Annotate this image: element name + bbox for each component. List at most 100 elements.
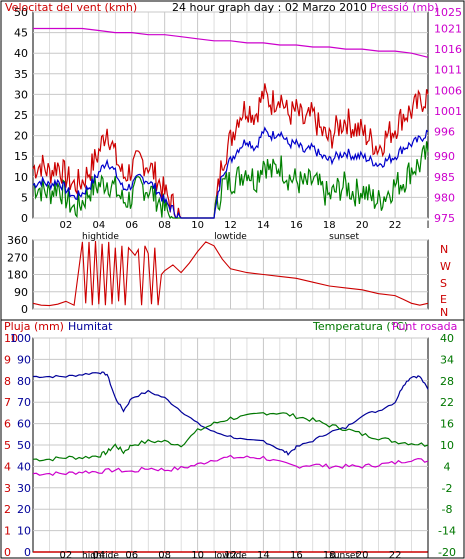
compass-label-w: W: [440, 260, 451, 273]
humidity-tick-label: 90: [17, 353, 31, 366]
humidity-panel-hour-label: 22: [389, 550, 402, 559]
temperature-tick-label: -2: [442, 482, 453, 495]
compass-label-s: S: [440, 277, 447, 290]
pressure-tick-label: 1011: [434, 64, 462, 77]
wind-panel-hour-label: 14: [257, 220, 270, 231]
wind-panel-hour-label: 02: [60, 220, 73, 231]
pressure-tick-label: 1025: [434, 6, 462, 19]
wind-speed-tick-label: 10: [14, 171, 28, 184]
temperature-tick-label: 40: [440, 332, 454, 345]
wind-speed-tick-label: 5: [21, 191, 28, 204]
direction-tick-label: 180: [7, 269, 28, 282]
wind-panel-hour-label: l: [427, 220, 430, 231]
wind-panel-marker-lowtide: lowtide: [214, 232, 247, 242]
wind-panel-hour-label: 08: [158, 220, 171, 231]
humidity-panel-hour-label: 10: [191, 550, 204, 559]
wind-speed-axis-title: Velocitat del vent (kmh): [5, 1, 137, 14]
compass-label-n-bottom: N: [440, 306, 448, 319]
humidity-panel-hour-label: 14: [257, 550, 270, 559]
pressure-tick-label: 990: [434, 150, 455, 163]
humidity-panel-hour-label: 12: [224, 550, 237, 559]
temperature-tick-label: 16: [440, 418, 454, 431]
wind-speed-tick-label: 35: [14, 68, 28, 81]
humidity-panel-hour-label: 04: [92, 550, 105, 559]
temperature-axis-title: Temperatura (°C): [312, 320, 408, 333]
temperature-tick-label: 10: [440, 439, 454, 452]
wind-speed-tick-label: 30: [14, 88, 28, 101]
rain-tick-label: 3: [4, 482, 11, 495]
humidity-tick-label: 50: [17, 439, 31, 452]
humidity-tick-label: 40: [17, 460, 31, 473]
humidity-panel-hour-label: 20: [356, 550, 369, 559]
direction-tick-label: 360: [7, 234, 28, 247]
temperature-tick-label: 28: [440, 375, 454, 388]
temperature-tick-label: 34: [440, 353, 454, 366]
rain-tick-label: 7: [4, 396, 11, 409]
humidity-panel-hour-label: 06: [125, 550, 138, 559]
humidity-tick-label: 100: [10, 332, 31, 345]
humidity-panel-hour-label: 08: [158, 550, 171, 559]
pressure-tick-label: 1016: [434, 43, 462, 56]
humidity-panel-hour-label: 16: [290, 550, 303, 559]
dewpoint-line: [32, 454, 429, 477]
direction-tick-label: 270: [7, 251, 28, 264]
humidity-panel-marker-lowtide: lowtide: [214, 551, 247, 559]
wind-speed-tick-label: 25: [14, 109, 28, 122]
wind-panel-marker-hightide: hightide: [82, 232, 119, 242]
temperature-tick-label: -20: [438, 546, 456, 559]
humidity-panel-hour-label: 02: [60, 550, 73, 559]
direction-tick-label: 90: [14, 286, 28, 299]
humidity-axis-title: Humitat: [68, 320, 113, 333]
pressure-tick-label: 980: [434, 191, 455, 204]
pressure-tick-label: 1006: [434, 84, 462, 97]
compass-label-e: E: [440, 293, 447, 306]
pressure-tick-label: 1001: [434, 105, 462, 118]
rain-tick-label: 10: [4, 332, 18, 345]
rain-tick-label: 9: [4, 353, 11, 366]
wind-speed-tick-label: 50: [14, 6, 28, 19]
rain-tick-label: 0: [4, 546, 11, 559]
wind-speed-tick-label: 15: [14, 150, 28, 163]
humidity-tick-label: 20: [17, 503, 31, 516]
compass-label-n-top: N: [440, 243, 448, 256]
pressure-tick-label: 1021: [434, 22, 462, 35]
rain-tick-label: 4: [4, 460, 11, 473]
temperature-tick-label: 4: [444, 460, 451, 473]
humidity-tick-label: 30: [17, 482, 31, 495]
humidity-panel-marker-hightide: hightide: [82, 551, 119, 559]
temperature-tick-label: -8: [442, 503, 453, 516]
temperature-line: [32, 412, 429, 462]
wind-panel-hour-label: 06: [125, 220, 138, 231]
wind-direction-line: [32, 240, 429, 307]
humidity-panel-hour-label: 18: [323, 550, 336, 559]
wind-panel-hour-label: 20: [356, 220, 369, 231]
humidity-tick-label: 10: [17, 525, 31, 538]
humidity-line: [32, 371, 429, 456]
wind-average-line: [32, 126, 429, 219]
rain-tick-label: 6: [4, 418, 11, 431]
dewpoint-axis-title: Punt rosada: [392, 320, 457, 333]
pressure-tick-label: 996: [434, 125, 455, 138]
humidity-tick-label: 0: [24, 546, 31, 559]
humidity-panel-hour-label: l: [427, 550, 430, 559]
pressure-tick-label: 985: [434, 171, 455, 184]
wind-panel-hour-label: 16: [290, 220, 303, 231]
wind-panel-hour-label: 04: [92, 220, 105, 231]
humidity-tick-label: 80: [17, 375, 31, 388]
rain-tick-label: 2: [4, 503, 11, 516]
rain-tick-label: 5: [4, 439, 11, 452]
wind-speed-tick-label: 0: [21, 212, 28, 225]
wind-panel-hour-label: 10: [191, 220, 204, 231]
chart-title: 24 hour graph day : 02 Marzo 2010: [172, 1, 367, 14]
humidity-panel-marker-sunset: sunset: [329, 551, 359, 559]
temperature-tick-label: 22: [440, 396, 454, 409]
rain-axis-title: Pluja (mm): [4, 320, 64, 333]
wind-speed-tick-label: 20: [14, 130, 28, 143]
wind-panel-marker-sunset: sunset: [329, 232, 359, 242]
temperature-tick-label: -14: [438, 525, 456, 538]
pressure-line: [33, 27, 429, 58]
wind-speed-tick-label: 40: [14, 47, 28, 60]
rain-tick-label: 1: [4, 525, 11, 538]
